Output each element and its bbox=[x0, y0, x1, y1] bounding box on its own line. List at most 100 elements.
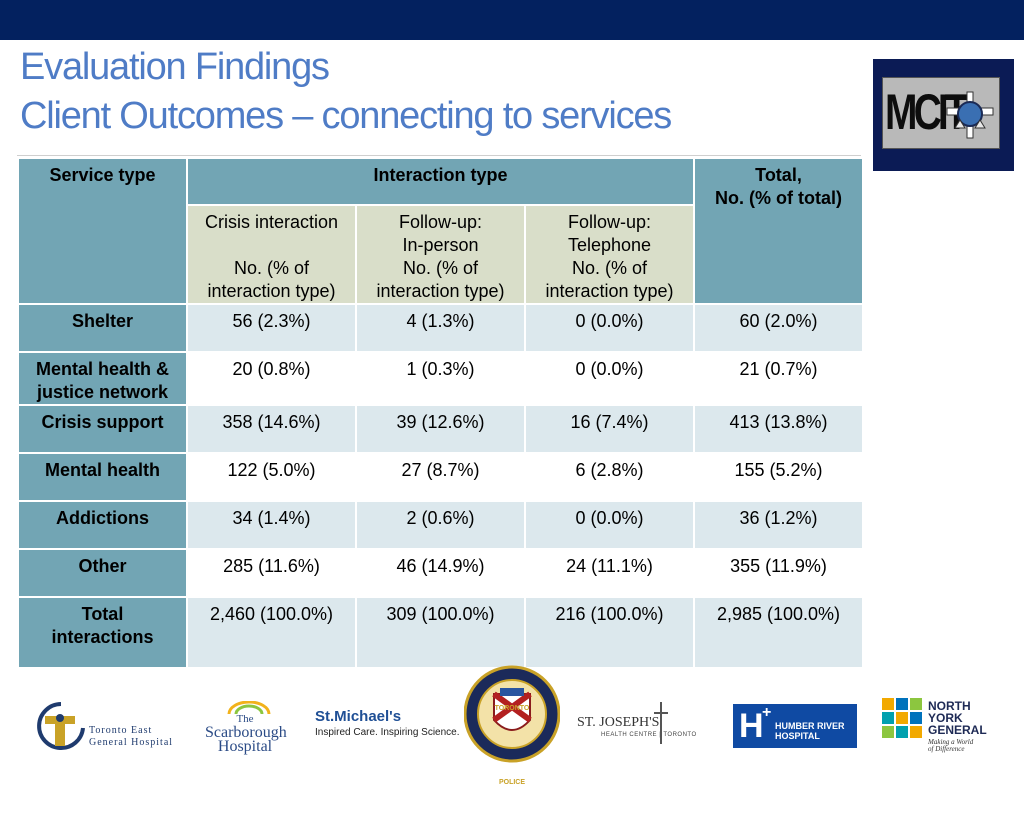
telephone-cell: 16 (7.4%) bbox=[524, 404, 695, 454]
scarborough-line: Scarborough bbox=[205, 724, 287, 741]
telephone-cell: 0 (0.0%) bbox=[524, 500, 695, 550]
in-person-cell: 309 (100.0%) bbox=[355, 596, 526, 669]
telephone-cell: 0 (0.0%) bbox=[524, 303, 695, 353]
caduceus-scales-icon bbox=[946, 91, 994, 139]
in-person-cell: 1 (0.3%) bbox=[355, 351, 526, 406]
plus-icon: + bbox=[762, 704, 772, 721]
crisis-cell: 20 (0.8%) bbox=[186, 351, 357, 406]
service-type-cell: Other bbox=[17, 548, 188, 598]
police-badge-top: TORONTO bbox=[494, 705, 530, 712]
humber-river-logo: H + HUMBER RIVER HOSPITAL bbox=[733, 704, 857, 748]
table-row: Other 285 (11.6%) 46 (14.9%) 24 (11.1%) … bbox=[17, 548, 864, 598]
client-outcomes-table: Service type Interaction type Total, No.… bbox=[17, 157, 864, 669]
total-header: Total, No. (% of total) bbox=[693, 157, 864, 305]
service-type-cell: Mental health bbox=[17, 452, 188, 502]
subheader-line: Crisis interaction bbox=[204, 212, 339, 232]
telephone-cell: 6 (2.8%) bbox=[524, 452, 695, 502]
humber-h-icon: H bbox=[739, 707, 764, 745]
st-josephs-subtitle: HEALTH CENTRE | TORONTO bbox=[601, 732, 697, 738]
subheader-follow-up-in-person: Follow-up: In-person No. (% of interacti… bbox=[355, 204, 526, 305]
table-row: Mental health & justice network 20 (0.8%… bbox=[17, 351, 864, 406]
scarborough-line: The bbox=[236, 713, 254, 725]
total-cell: 413 (13.8%) bbox=[693, 404, 864, 454]
telephone-cell: 216 (100.0%) bbox=[524, 596, 695, 669]
service-type-line: interactions bbox=[51, 627, 154, 647]
subheader-line: No. (% of bbox=[571, 258, 648, 278]
subheader-line: No. (% of bbox=[402, 258, 479, 278]
total-header-line: No. (% of total) bbox=[715, 188, 842, 208]
crisis-cell: 358 (14.6%) bbox=[186, 404, 357, 454]
slide-subtitle: Client Outcomes – connecting to services bbox=[20, 95, 672, 137]
service-type-line: justice network bbox=[36, 382, 169, 402]
table-row: Mental health 122 (5.0%) 27 (8.7%) 6 (2.… bbox=[17, 452, 864, 502]
service-type-cell: Total interactions bbox=[17, 596, 188, 669]
toronto-police-text: TORONTO POLICE bbox=[464, 672, 560, 820]
total-header-line: Total, bbox=[755, 165, 802, 185]
service-type-cell: Shelter bbox=[17, 303, 188, 353]
total-cell: 60 (2.0%) bbox=[693, 303, 864, 353]
nygh-grid-icon bbox=[882, 698, 922, 738]
slide-title: Evaluation Findings bbox=[20, 46, 330, 88]
mcit-logo: MCIT bbox=[873, 59, 1014, 171]
table-row: Crisis support 358 (14.6%) 39 (12.6%) 16… bbox=[17, 404, 864, 454]
cross-icon bbox=[654, 702, 668, 744]
nygh-line: GENERAL bbox=[928, 723, 987, 737]
in-person-cell: 4 (1.3%) bbox=[355, 303, 526, 353]
police-badge-bottom: POLICE bbox=[498, 779, 526, 786]
total-cell: 355 (11.9%) bbox=[693, 548, 864, 598]
st-michaels-name: St.Michael's bbox=[315, 708, 402, 725]
nygh-line: YORK bbox=[928, 711, 963, 725]
nygh-tag-line: Making a World bbox=[928, 738, 974, 746]
subheader-line: interaction type) bbox=[545, 281, 674, 301]
st-josephs-name: ST. JOSEPH'S bbox=[577, 715, 660, 730]
total-cell: 155 (5.2%) bbox=[693, 452, 864, 502]
in-person-cell: 46 (14.9%) bbox=[355, 548, 526, 598]
subheader-line: interaction type) bbox=[207, 281, 336, 301]
service-type-line: Mental health & bbox=[35, 359, 169, 379]
scarborough-name: The Scarborough Hospital bbox=[205, 711, 287, 755]
subheader-line: In-person bbox=[402, 235, 479, 255]
in-person-cell: 27 (8.7%) bbox=[355, 452, 526, 502]
tegh-line: Toronto East bbox=[89, 725, 153, 736]
top-banner bbox=[0, 0, 1024, 40]
telephone-cell: 0 (0.0%) bbox=[524, 351, 695, 406]
nygh-line: NORTH bbox=[928, 699, 971, 713]
subheader-follow-up-telephone: Follow-up: Telephone No. (% of interacti… bbox=[524, 204, 695, 305]
subheader-line: Follow-up: bbox=[567, 212, 652, 232]
table-row: Shelter 56 (2.3%) 4 (1.3%) 0 (0.0%) 60 (… bbox=[17, 303, 864, 353]
st-michaels-tagline: Inspired Care. Inspiring Science. bbox=[315, 727, 460, 738]
crisis-cell: 2,460 (100.0%) bbox=[186, 596, 357, 669]
humber-river-name: HUMBER RIVER HOSPITAL bbox=[775, 721, 845, 741]
total-cell: 2,985 (100.0%) bbox=[693, 596, 864, 669]
humber-line: HOSPITAL bbox=[775, 731, 820, 741]
subheader-crisis-interaction: Crisis interaction No. (% of interaction… bbox=[186, 204, 357, 305]
service-type-line: Total bbox=[81, 604, 124, 624]
service-type-cell: Addictions bbox=[17, 500, 188, 550]
crisis-cell: 122 (5.0%) bbox=[186, 452, 357, 502]
tegh-line: General Hospital bbox=[89, 737, 174, 748]
partner-logos: Toronto East General Hospital The Scarbo… bbox=[0, 664, 1024, 786]
in-person-cell: 2 (0.6%) bbox=[355, 500, 526, 550]
telephone-cell: 24 (11.1%) bbox=[524, 548, 695, 598]
title-divider bbox=[17, 155, 861, 156]
scarborough-line: Hospital bbox=[217, 738, 273, 755]
crisis-cell: 56 (2.3%) bbox=[186, 303, 357, 353]
total-cell: 21 (0.7%) bbox=[693, 351, 864, 406]
in-person-cell: 39 (12.6%) bbox=[355, 404, 526, 454]
nygh-tag-line: of Difference bbox=[928, 745, 965, 753]
subheader-line: interaction type) bbox=[376, 281, 505, 301]
toronto-police-badge-icon bbox=[464, 665, 560, 763]
nygh-name: NORTH YORK GENERAL bbox=[928, 700, 987, 736]
service-type-cell: Crisis support bbox=[17, 404, 188, 454]
subheader-line: Telephone bbox=[567, 235, 652, 255]
crisis-cell: 34 (1.4%) bbox=[186, 500, 357, 550]
tegh-emblem-icon bbox=[37, 702, 85, 750]
table-row: Total interactions 2,460 (100.0%) 309 (1… bbox=[17, 596, 864, 669]
service-type-cell: Mental health & justice network bbox=[17, 351, 188, 406]
table-row: Addictions 34 (1.4%) 2 (0.6%) 0 (0.0%) 3… bbox=[17, 500, 864, 550]
mcit-logo-panel: MCIT bbox=[882, 77, 1000, 149]
sunrise-icon bbox=[227, 701, 271, 715]
nygh-tagline: Making a World of Difference bbox=[928, 739, 973, 753]
crisis-cell: 285 (11.6%) bbox=[186, 548, 357, 598]
interaction-type-header: Interaction type bbox=[186, 157, 695, 206]
